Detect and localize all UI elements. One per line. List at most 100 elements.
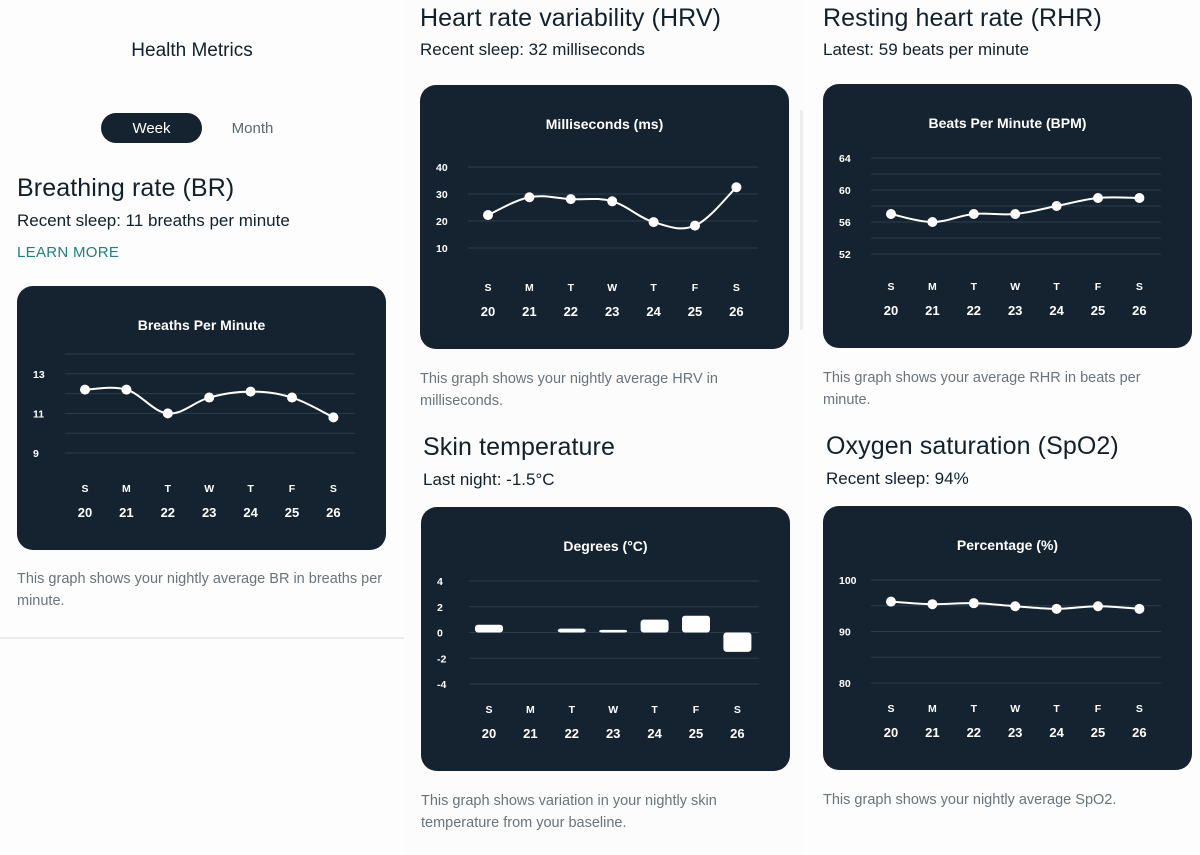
hrv-x-day-label: T (568, 282, 575, 294)
rhr-y-tick-label: 60 (839, 185, 851, 197)
rhr-data-point[interactable] (968, 209, 979, 219)
spo2-data-point[interactable] (968, 598, 979, 609)
spo2-data-point[interactable] (1134, 603, 1145, 614)
br-x-date-label: 22 (161, 505, 175, 520)
hrv-chart-title: Milliseconds (ms) (546, 116, 663, 132)
rhr-subtitle: Latest: 59 beats per minute (823, 40, 1030, 59)
spo2-data-point[interactable] (1051, 603, 1062, 614)
tab-week[interactable]: Week (101, 113, 202, 143)
hrv-data-point[interactable] (565, 194, 576, 205)
br-x-date-label: 23 (202, 505, 216, 520)
scrollbar[interactable] (800, 110, 803, 330)
rhr-y-tick-label: 56 (839, 217, 851, 229)
spo2-x-date-label: 25 (1091, 725, 1105, 740)
br-x-day-label: S (330, 483, 337, 495)
skin-temp-subtitle: Last night: -1.5°C (423, 470, 555, 489)
rhr-x-day-label: W (1010, 281, 1020, 293)
rhr-x-day-label: T (971, 281, 978, 293)
rhr-x-date-label: 24 (1049, 303, 1064, 318)
br-data-point[interactable] (287, 392, 297, 403)
hrv-data-point[interactable] (731, 182, 742, 193)
spo2-x-day-label: W (1010, 703, 1020, 715)
br-data-point[interactable] (162, 408, 173, 419)
skin-x-date-label: 21 (523, 726, 537, 741)
br-x-date-label: 21 (119, 505, 133, 520)
br-data-point[interactable] (328, 412, 339, 423)
rhr-y-tick-label: 52 (839, 249, 851, 261)
rhr-x-date-label: 26 (1132, 303, 1146, 318)
spo2-x-day-label: F (1095, 703, 1102, 715)
skin-bar[interactable] (723, 632, 752, 652)
br-data-point[interactable] (204, 392, 215, 403)
rhr-x-date-label: 22 (967, 303, 981, 318)
hrv-data-point[interactable] (607, 196, 618, 207)
rhr-data-point[interactable] (1051, 201, 1062, 211)
hrv-data-point[interactable] (524, 192, 535, 203)
hrv-data-point[interactable] (483, 210, 493, 221)
br-data-point[interactable] (121, 384, 132, 395)
skin-x-date-label: 25 (689, 726, 703, 741)
skin-temp-description: This graph shows variation in your night… (421, 793, 717, 831)
br-y-tick-label: 9 (33, 448, 39, 460)
hrv-chart-card: Milliseconds (ms) 40 30 20 10 S 20 M 21 T 22 W 23 T 24… (420, 85, 789, 349)
spo2-x-day-label: M (928, 703, 937, 715)
hrv-subtitle: Recent sleep: 32 milliseconds (420, 40, 645, 59)
spo2-data-point[interactable] (1093, 601, 1103, 612)
br-data-point[interactable] (245, 386, 256, 397)
spo2-x-day-label: S (1136, 703, 1143, 715)
spo2-chart-title: Percentage (%) (957, 537, 1058, 553)
br-x-day-label: S (81, 483, 88, 495)
spo2-data-point[interactable] (927, 599, 938, 610)
rhr-data-point[interactable] (1093, 193, 1103, 203)
spo2-data-point[interactable] (1010, 601, 1021, 612)
skin-x-date-label: 26 (730, 726, 744, 741)
skin-y-tick-label: 0 (437, 628, 443, 640)
spo2-y-tick-label: 100 (839, 575, 857, 587)
spo2-x-day-label: T (1053, 703, 1060, 715)
rhr-data-point[interactable] (927, 217, 938, 227)
br-y-tick-label: 13 (33, 369, 45, 381)
skin-bar[interactable] (599, 629, 628, 633)
skin-bar[interactable] (475, 624, 503, 633)
rhr-data-point[interactable] (1010, 209, 1021, 219)
rhr-x-date-label: 20 (884, 303, 898, 318)
hrv-x-date-label: 25 (688, 304, 702, 319)
hrv-x-date-label: 20 (481, 304, 495, 319)
rhr-data-point[interactable] (886, 209, 896, 219)
hrv-y-tick-label: 20 (436, 216, 448, 228)
spo2-x-date-label: 21 (925, 725, 939, 740)
skin-y-tick-label: -2 (437, 653, 446, 665)
spo2-x-day-label: T (971, 703, 978, 715)
spo2-x-date-label: 24 (1049, 725, 1064, 740)
learn-more-link[interactable]: LEARN MORE (17, 244, 120, 261)
skin-bar[interactable] (640, 619, 669, 633)
skin-bar[interactable] (557, 628, 586, 633)
spo2-x-date-label: 23 (1008, 725, 1022, 740)
br-x-date-label: 20 (78, 505, 92, 520)
br-x-day-label: T (165, 483, 172, 495)
br-chart-card: Breaths Per Minute 13 11 9 S 20 M 21 T 22 W 23 T 24 F 2… (17, 286, 386, 550)
hrv-x-date-label: 21 (522, 304, 536, 319)
br-data-point[interactable] (80, 384, 90, 395)
hrv-series-line (487, 186, 738, 230)
hrv-data-point[interactable] (648, 217, 659, 228)
br-x-date-label: 26 (326, 505, 340, 520)
hrv-x-day-label: T (650, 282, 657, 294)
spo2-x-date-label: 22 (967, 725, 981, 740)
skin-x-date-label: 23 (606, 726, 620, 741)
hrv-y-tick-label: 30 (436, 189, 448, 201)
skin-bar[interactable] (682, 615, 710, 633)
skin-y-tick-label: 2 (437, 602, 443, 614)
tab-month[interactable]: Month (231, 119, 274, 137)
rhr-data-point[interactable] (1134, 193, 1145, 203)
hrv-chart: Milliseconds (ms) 40 30 20 10 S 20 M 21 T 22 W 23 T 24… (436, 116, 758, 319)
br-x-date-label: 24 (243, 505, 258, 520)
spo2-data-point[interactable] (886, 596, 896, 607)
hrv-data-point[interactable] (690, 220, 700, 231)
rhr-x-date-label: 23 (1008, 303, 1022, 318)
spo2-chart-card: Percentage (%) 100 90 80 S 20 M 21 T 22 W 23 T 24 F 25 S… (823, 506, 1192, 770)
section-divider (0, 637, 404, 639)
hrv-description: This graph shows your nightly average HR… (420, 371, 718, 409)
skin-x-day-label: F (693, 704, 700, 716)
skin-y-tick-label: -4 (437, 679, 446, 691)
